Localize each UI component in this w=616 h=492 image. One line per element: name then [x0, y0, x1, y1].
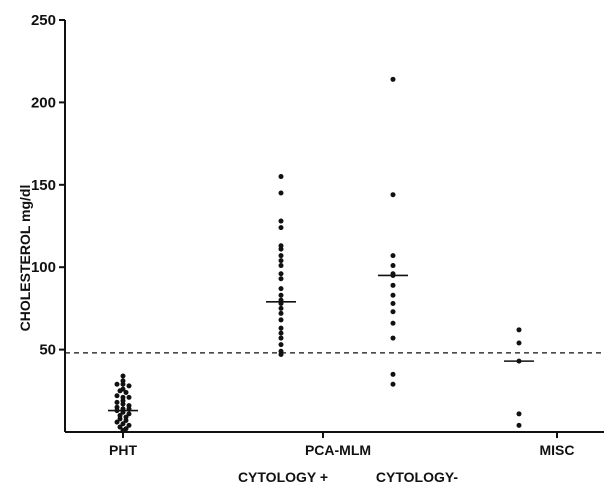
y-tick-label: 50	[39, 342, 56, 359]
data-point	[126, 411, 132, 417]
category-label: PHT	[109, 442, 137, 458]
data-point	[278, 225, 284, 231]
data-point	[390, 371, 396, 377]
data-point	[390, 381, 396, 387]
data-point	[390, 192, 396, 198]
data-point	[278, 352, 284, 358]
data-points	[114, 76, 522, 433]
data-point	[278, 276, 284, 282]
data-point	[390, 253, 396, 259]
category-label: PCA-MLM	[305, 442, 371, 458]
data-point	[120, 427, 126, 433]
data-point	[278, 246, 284, 252]
data-point	[278, 317, 284, 323]
data-point	[390, 300, 396, 306]
data-point	[516, 327, 522, 333]
data-point	[390, 335, 396, 341]
data-point	[114, 399, 120, 405]
data-point	[278, 271, 284, 277]
data-point	[114, 408, 120, 414]
data-point	[278, 263, 284, 269]
data-point	[390, 272, 396, 278]
data-point	[390, 76, 396, 82]
data-point	[117, 416, 123, 422]
data-point	[278, 174, 284, 180]
data-point	[278, 190, 284, 196]
data-point	[117, 388, 123, 394]
median-lines	[108, 274, 534, 412]
y-tick-label: 250	[31, 12, 56, 29]
data-point	[516, 340, 522, 346]
data-point	[120, 421, 126, 427]
data-point	[123, 417, 129, 423]
data-point	[390, 309, 396, 315]
data-point	[516, 358, 522, 364]
data-point	[390, 282, 396, 288]
data-point	[516, 411, 522, 417]
category-label: MISC	[540, 442, 575, 458]
data-point	[278, 286, 284, 292]
data-point	[278, 300, 284, 306]
data-point	[117, 424, 123, 430]
y-tick-label: 100	[31, 259, 56, 276]
data-point	[114, 381, 120, 387]
axes	[64, 20, 604, 433]
y-tick-label: 200	[31, 94, 56, 111]
data-point	[278, 258, 284, 264]
subcategory-label: CYTOLOGY-	[376, 469, 459, 485]
y-ticks: 50 100 150 200 250	[31, 12, 65, 359]
y-axis-title: CHOLESTEROL mg/dl	[17, 185, 33, 332]
subcategory-label: CYTOLOGY +	[238, 469, 328, 485]
category-labels: PHT PCA-MLM MISC	[109, 442, 575, 458]
data-point	[120, 401, 126, 407]
data-point	[278, 292, 284, 298]
data-point	[114, 393, 120, 399]
data-point	[278, 335, 284, 341]
data-point	[114, 419, 120, 425]
data-point	[278, 253, 284, 259]
data-point	[278, 310, 284, 316]
data-point	[278, 330, 284, 336]
data-point	[126, 394, 132, 400]
data-point	[126, 406, 132, 412]
data-point	[516, 422, 522, 428]
data-point	[123, 389, 129, 395]
data-point	[390, 263, 396, 269]
data-point	[278, 342, 284, 348]
data-point	[126, 422, 132, 428]
data-point	[278, 218, 284, 224]
data-point	[120, 409, 126, 415]
y-tick-label: 150	[31, 177, 56, 194]
data-point	[120, 373, 126, 379]
subcategory-labels: CYTOLOGY + CYTOLOGY-	[238, 469, 458, 485]
data-point	[390, 320, 396, 326]
x-ticks	[122, 432, 558, 438]
data-point	[390, 292, 396, 298]
data-point	[278, 325, 284, 331]
data-point	[120, 381, 126, 387]
data-point	[278, 305, 284, 311]
data-point	[126, 383, 132, 389]
